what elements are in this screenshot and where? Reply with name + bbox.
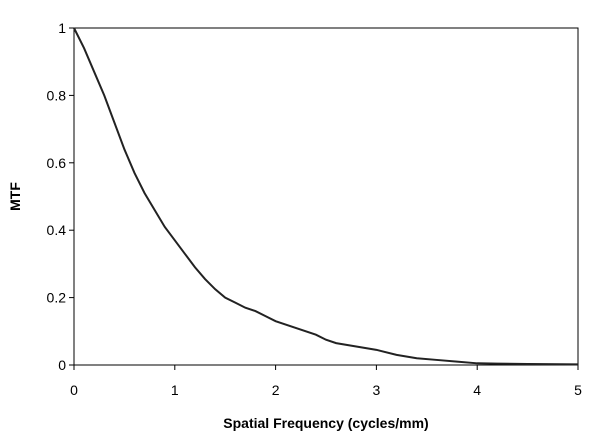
x-tick-label: 0 (70, 382, 78, 398)
x-tick-label: 4 (473, 382, 481, 398)
y-axis-ticks: 0 0.2 0.4 0.6 0.8 1 (47, 20, 74, 373)
x-tick-label: 2 (272, 382, 280, 398)
x-axis-ticks: 0 1 2 3 4 5 (70, 365, 582, 398)
mtf-series-line (73, 27, 579, 366)
x-tick-label: 5 (574, 382, 582, 398)
x-tick-label: 1 (171, 382, 179, 398)
y-tick-label: 0.4 (47, 222, 67, 238)
y-tick-label: 1 (58, 20, 66, 36)
x-tick-label: 3 (373, 382, 381, 398)
y-tick-label: 0 (58, 357, 66, 373)
y-tick-label: 0.2 (47, 290, 67, 306)
x-axis-title: Spatial Frequency (cycles/mm) (223, 415, 428, 431)
y-tick-label: 0.8 (47, 87, 67, 103)
y-axis-title: MTF (7, 182, 23, 211)
plot-area (73, 27, 579, 366)
y-tick-label: 0.6 (47, 155, 67, 171)
